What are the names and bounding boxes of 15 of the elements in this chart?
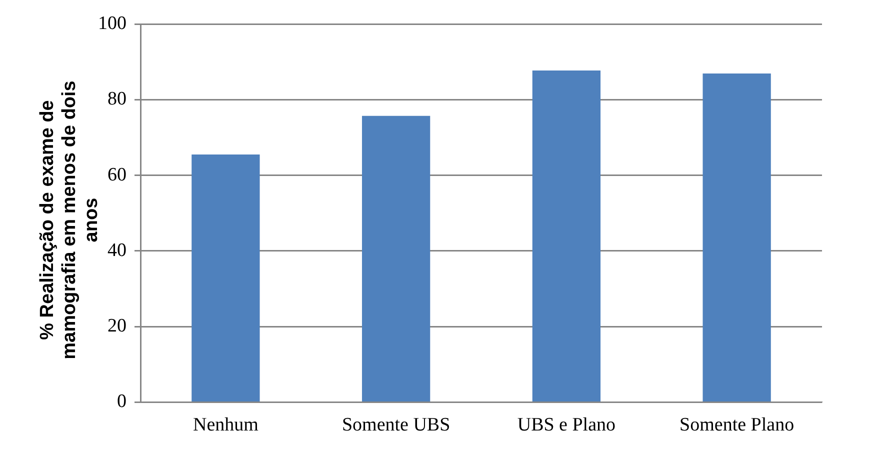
bar	[702, 74, 771, 402]
x-tick-label: UBS e Plano	[517, 414, 616, 436]
x-tick-label: Somente UBS	[342, 414, 450, 436]
y-tick-label: 20	[108, 316, 126, 337]
y-tick-label: 60	[108, 164, 126, 186]
y-tick-label: 40	[108, 240, 126, 261]
x-tick-label: Nenhum	[192, 414, 259, 436]
bar	[362, 116, 430, 402]
y-axis-title: % Realização de exame de mamografia em menos de dois anos	[37, 80, 103, 362]
y-tick-label: 100	[98, 12, 126, 34]
bar	[532, 70, 601, 402]
y-tick-label: 80	[108, 88, 126, 110]
bar	[192, 154, 260, 402]
y-tick-label: 0	[117, 391, 126, 412]
x-tick-label: Somente Plano	[680, 414, 794, 436]
